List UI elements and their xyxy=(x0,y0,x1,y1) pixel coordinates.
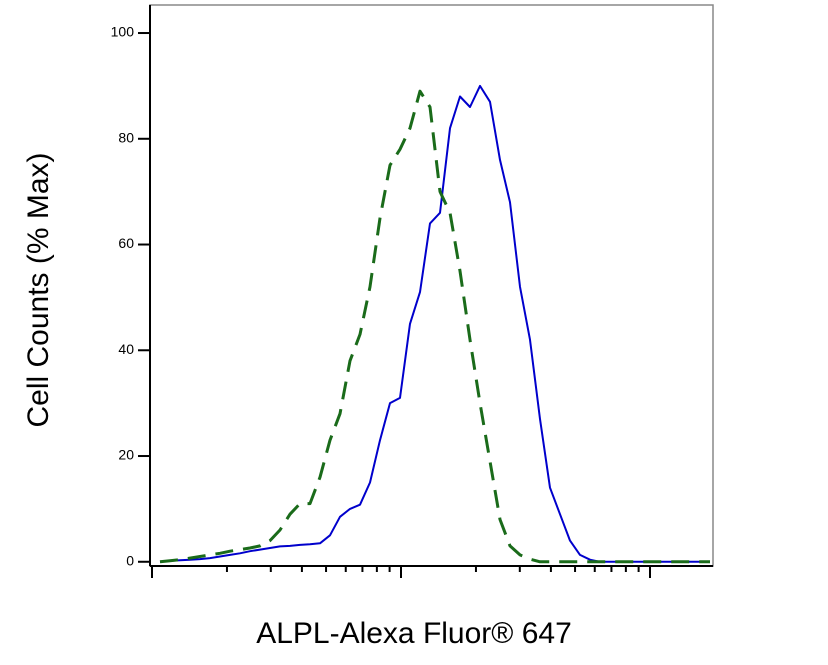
y-axis-label: Cell Counts (% Max) xyxy=(22,152,55,427)
y-tick-label: 0 xyxy=(126,552,134,568)
y-tick-label: 60 xyxy=(118,235,134,251)
y-tick-label: 40 xyxy=(118,341,134,357)
y-tick-label: 80 xyxy=(118,129,134,145)
y-tick-label: 100 xyxy=(111,24,135,40)
plot-frame xyxy=(149,4,714,567)
series-line xyxy=(159,84,710,563)
y-tick-label: 20 xyxy=(118,447,134,463)
x-axis-label: ALPL-Alexa Fluor® 647 xyxy=(256,617,572,650)
series-line xyxy=(159,89,710,564)
